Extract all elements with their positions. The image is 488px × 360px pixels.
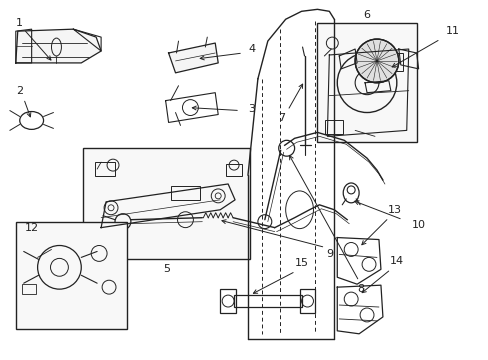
Text: 9: 9 <box>325 249 332 260</box>
Text: 7: 7 <box>278 113 285 123</box>
Text: 5: 5 <box>163 264 170 274</box>
Text: 6: 6 <box>363 10 370 20</box>
Text: 13: 13 <box>387 205 401 215</box>
Text: 10: 10 <box>411 220 425 230</box>
Text: 11: 11 <box>445 26 458 36</box>
Bar <box>170 186 200 200</box>
Bar <box>325 121 343 134</box>
Polygon shape <box>168 43 218 73</box>
Text: 8: 8 <box>357 284 364 294</box>
Text: 1: 1 <box>16 18 23 28</box>
Bar <box>234 295 301 307</box>
Polygon shape <box>16 29 101 63</box>
Text: 12: 12 <box>24 222 39 233</box>
Bar <box>16 222 127 329</box>
Bar <box>317 23 416 142</box>
Bar <box>21 284 36 294</box>
Bar <box>388 53 402 71</box>
Bar <box>83 148 249 260</box>
Text: 4: 4 <box>248 44 255 54</box>
Text: 14: 14 <box>389 256 403 266</box>
Bar <box>220 289 236 313</box>
Bar <box>299 289 315 313</box>
Text: 15: 15 <box>294 258 308 268</box>
Circle shape <box>354 39 398 83</box>
Text: 3: 3 <box>248 104 255 113</box>
Bar <box>225 164 242 176</box>
Text: 2: 2 <box>16 86 23 96</box>
Bar <box>95 162 115 176</box>
